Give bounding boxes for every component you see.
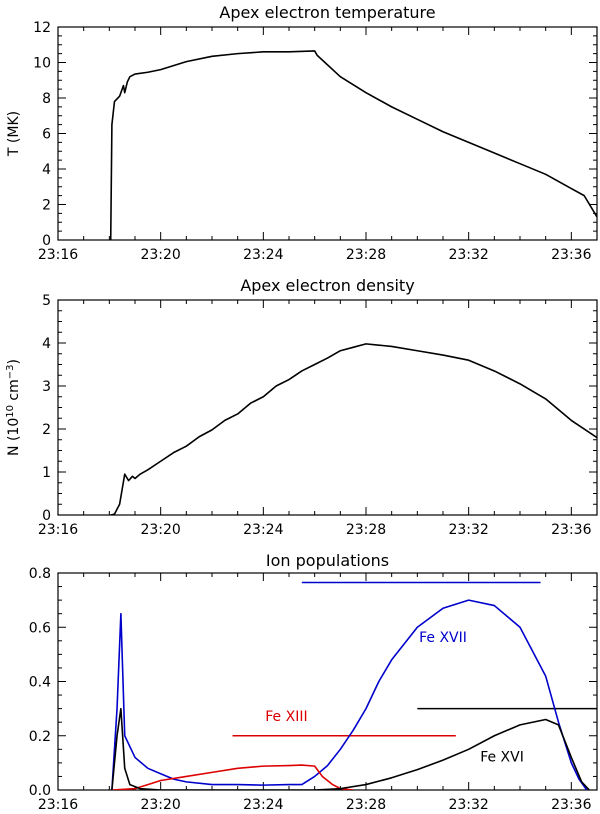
- y-tick-label: 8: [42, 91, 51, 107]
- x-tick-label: 23:16: [38, 522, 78, 538]
- x-tick-label: 23:20: [140, 797, 180, 813]
- y-axis-label-part: −3: [5, 364, 16, 379]
- y-tick-label: 0.8: [29, 566, 51, 582]
- annotation-fe-xvi: Fe XVI: [480, 750, 524, 766]
- y-axis-label-part: cm: [6, 379, 22, 405]
- y-tick-label: 0: [42, 233, 51, 249]
- y-tick-label: 0.0: [29, 783, 51, 799]
- y-axis-label-part: ): [6, 359, 22, 364]
- y-tick-label: 3: [42, 379, 51, 395]
- annotation-fe-xiii: Fe XIII: [265, 709, 307, 725]
- series-line-fe-xvii: [111, 599, 588, 790]
- x-tick-label: 23:36: [551, 522, 591, 538]
- y-tick-label: 2: [42, 422, 51, 438]
- annotation-fe-xvii: Fe XVII: [419, 630, 467, 646]
- x-tick-label: 23:28: [346, 797, 386, 813]
- y-tick-label: 10: [33, 56, 51, 72]
- x-tick-label: 23:32: [448, 522, 488, 538]
- y-tick-label: 0.4: [29, 675, 51, 691]
- x-tick-label: 23:20: [140, 247, 180, 263]
- x-tick-label: 23:36: [551, 797, 591, 813]
- plot-frame: [57, 299, 598, 516]
- y-axis-label: T (MK): [6, 111, 22, 157]
- x-tick-label: 23:24: [243, 797, 283, 813]
- x-tick-label: 23:16: [38, 247, 78, 263]
- x-tick-label: 23:28: [346, 522, 386, 538]
- series-line-fe-xvi: [111, 707, 590, 790]
- y-axis-label: N (1010 cm−3): [5, 359, 22, 456]
- chart-title: Apex electron temperature: [219, 3, 435, 22]
- temperature-panel: Apex electron temperature 23:16 23:20 23:24…: [6, 3, 598, 263]
- x-tick-label: 23:32: [448, 797, 488, 813]
- series-line-fe-xiii: [111, 764, 354, 790]
- y-tick-label: 0.6: [29, 620, 51, 636]
- y-axis-label-part: 10: [5, 405, 16, 418]
- y-tick-label: 12: [33, 20, 51, 36]
- y-tick-label: 2: [42, 198, 51, 214]
- x-tick-label: 23:24: [243, 522, 283, 538]
- x-tick-label: 23:28: [346, 247, 386, 263]
- y-tick-label: 6: [42, 127, 51, 143]
- y-tick-label: 4: [42, 162, 51, 178]
- x-tick-label: 23:24: [243, 247, 283, 263]
- y-tick-label: 4: [42, 336, 51, 352]
- y-tick-label: 5: [42, 293, 51, 309]
- x-tick-label: 23:20: [140, 522, 180, 538]
- density-panel: Apex electron density 23:16 23:20 23:24 23:2…: [5, 276, 598, 538]
- x-tick-label: 23:36: [551, 247, 591, 263]
- chart-title: Ion populations: [266, 551, 389, 570]
- chart-title: Apex electron density: [240, 276, 414, 295]
- series-line-t: [109, 50, 597, 240]
- series-line-n: [110, 343, 597, 515]
- x-tick-label: 23:32: [448, 247, 488, 263]
- y-axis-label-part: N (10: [6, 418, 22, 456]
- y-tick-label: 1: [42, 465, 51, 481]
- ion-populations-panel: Ion populations 23:16 23:20 23:24 23:28 23:32…: [29, 551, 598, 813]
- plot-frame: [57, 26, 598, 241]
- y-tick-label: 0: [42, 508, 51, 524]
- y-tick-label: 0.2: [29, 729, 51, 745]
- x-tick-label: 23:16: [38, 797, 78, 813]
